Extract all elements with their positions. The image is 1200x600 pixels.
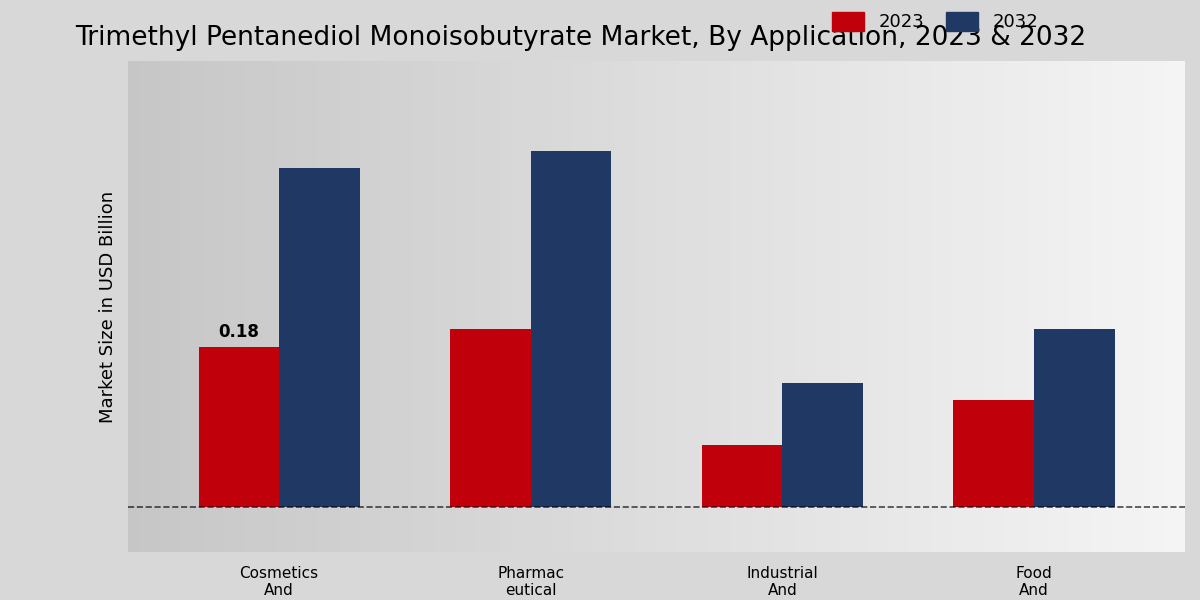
- Legend: 2023, 2032: 2023, 2032: [832, 11, 1038, 31]
- Bar: [954, 400, 1034, 508]
- Bar: [530, 151, 611, 508]
- Bar: [450, 329, 530, 508]
- Bar: [1034, 329, 1115, 508]
- Bar: [782, 383, 863, 508]
- Y-axis label: Market Size in USD Billion: Market Size in USD Billion: [100, 191, 118, 423]
- Text: Trimethyl Pentanediol Monoisobutyrate Market, By Application, 2023 & 2032: Trimethyl Pentanediol Monoisobutyrate Ma…: [76, 25, 1086, 51]
- Bar: [280, 169, 360, 508]
- Bar: [198, 347, 280, 508]
- Text: 0.18: 0.18: [218, 323, 259, 341]
- Bar: [702, 445, 782, 508]
